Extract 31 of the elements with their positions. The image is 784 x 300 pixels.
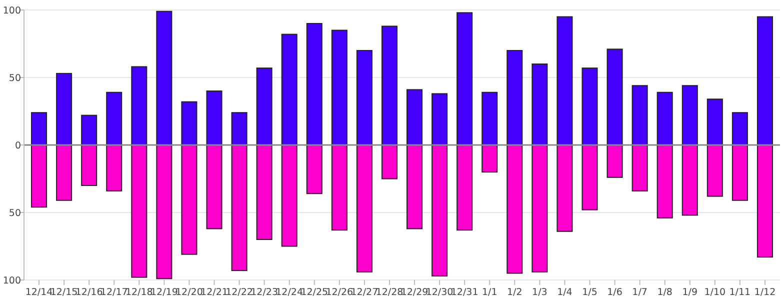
x-tick-label: 12/21 [200,287,228,298]
x-tick-label: 1/5 [582,287,598,298]
x-tick-label: 12/20 [176,287,203,298]
x-tick-label: 1/10 [704,287,726,298]
x-tick-label: 1/9 [682,287,698,298]
x-tick-label: 12/25 [300,287,328,298]
y-tick-label: 100 [2,275,21,286]
x-tick-label: 12/31 [450,287,478,298]
x-tick-label: 12/27 [350,287,378,298]
x-tick-label: 1/1 [482,287,498,298]
x-tick-label: 12/22 [226,287,253,298]
x-tick-label: 1/2 [507,287,522,298]
x-tick-label: 1/12 [754,287,776,298]
y-tick-label: 50 [8,72,21,84]
y-tick-label: 0 [14,140,21,152]
x-tick-label: 12/18 [125,287,153,298]
x-tick-label: 12/28 [376,287,404,298]
x-tick-label: 12/19 [150,287,178,298]
x-tick-label: 12/29 [400,287,428,298]
x-tick-label: 1/7 [632,287,648,298]
x-tick-label: 1/11 [729,287,751,298]
y-tick-label: 100 [2,5,21,16]
x-tick-label: 12/24 [276,287,304,298]
x-tick-label: 12/26 [326,287,354,298]
x-tick-label: 1/6 [607,287,622,298]
x-tick-label: 12/30 [426,287,454,298]
x-tick-label: 1/3 [532,287,548,298]
x-tick-label: 1/8 [657,287,672,298]
x-tick-label: 1/4 [557,287,572,298]
x-tick-label: 12/23 [250,287,278,298]
y-tick-label: 50 [8,208,21,219]
